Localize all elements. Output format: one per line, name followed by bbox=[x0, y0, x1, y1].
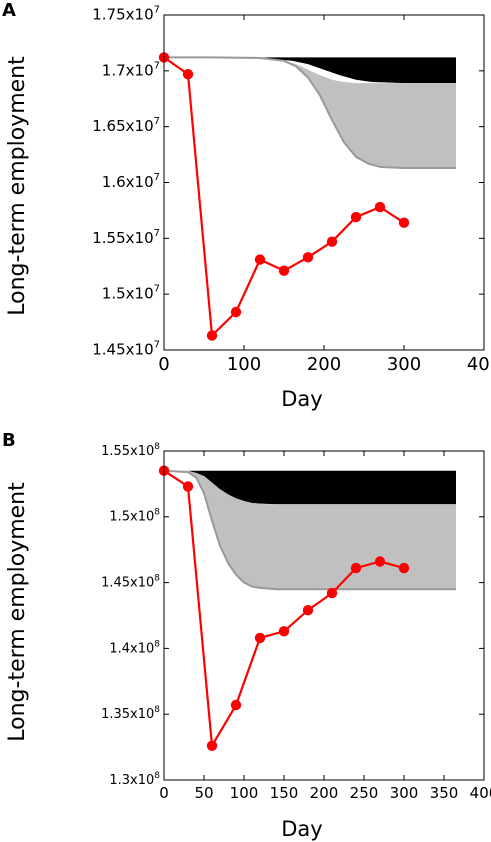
y-tick-label-a-1: 1.5x107 bbox=[102, 284, 160, 303]
x-tick-label-b-5: 250 bbox=[350, 784, 379, 802]
band-a-0 bbox=[164, 57, 456, 84]
band-a-1 bbox=[164, 57, 456, 168]
data-point-a-8 bbox=[350, 211, 362, 223]
data-point-b-4 bbox=[254, 632, 266, 644]
data-point-b-6 bbox=[302, 605, 314, 616]
x-tick-label-b-8: 400 bbox=[470, 784, 491, 802]
y-axis-label-b: Long-term employment bbox=[5, 482, 30, 742]
data-point-a-5 bbox=[278, 265, 290, 276]
x-tick-label-a-1: 100 bbox=[227, 354, 261, 375]
x-tick-label-b-3: 150 bbox=[270, 784, 299, 802]
x-axis-label-a: Day bbox=[281, 387, 322, 411]
y-axis-label-a: Long-term employment bbox=[5, 56, 30, 316]
data-point-b-5 bbox=[278, 626, 290, 637]
y-tick-label-a-4: 1.65x107 bbox=[92, 116, 160, 135]
panel-label-a: A bbox=[2, 0, 16, 21]
x-tick-label-b-7: 350 bbox=[430, 784, 459, 802]
data-point-a-2 bbox=[206, 330, 218, 341]
y-tick-label-b-5: 1.55x108 bbox=[101, 442, 160, 459]
x-tick-label-b-6: 300 bbox=[390, 784, 419, 802]
data-point-a-7 bbox=[326, 236, 338, 247]
data-point-a-4 bbox=[254, 254, 266, 265]
band-edge-a-1 bbox=[164, 56, 456, 169]
data-point-b-2 bbox=[206, 740, 218, 751]
data-point-a-10 bbox=[398, 217, 410, 228]
x-axis-label-b: Day bbox=[281, 817, 322, 841]
x-tick-label-a-4: 400 bbox=[467, 354, 491, 375]
data-point-b-7 bbox=[326, 587, 338, 599]
band-edge-b-1 bbox=[163, 469, 456, 591]
data-point-b-3 bbox=[230, 699, 242, 711]
y-tick-label-b-2: 1.4x108 bbox=[109, 639, 160, 656]
x-tick-label-a-0: 0 bbox=[158, 354, 169, 375]
y-tick-label-b-3: 1.45x108 bbox=[101, 573, 160, 590]
x-tick-label-b-0: 0 bbox=[159, 784, 169, 802]
y-tick-label-b-0: 1.3x108 bbox=[109, 771, 160, 788]
x-tick-label-b-2: 100 bbox=[230, 784, 259, 802]
y-tick-label-a-3: 1.6x107 bbox=[102, 172, 160, 191]
data-point-a-9 bbox=[374, 201, 386, 213]
chart-panel-b: B Long-term employment Day 1.3x108 1.35x1… bbox=[2, 430, 491, 841]
y-tick-label-a-5: 1.7x107 bbox=[102, 60, 160, 79]
x-tick-label-a-2: 200 bbox=[307, 354, 341, 375]
data-point-a-1 bbox=[182, 69, 194, 80]
y-tick-label-a-0: 1.45x107 bbox=[92, 340, 160, 359]
data-point-b-1 bbox=[182, 481, 194, 492]
data-point-b-8 bbox=[350, 562, 362, 574]
x-tick-label-a-3: 300 bbox=[387, 354, 421, 375]
y-tick-label-a-6: 1.75x107 bbox=[92, 5, 160, 24]
data-point-b-9 bbox=[374, 556, 386, 567]
x-tick-label-b-4: 200 bbox=[310, 784, 339, 802]
y-tick-label-a-2: 1.55x107 bbox=[92, 228, 160, 247]
band-b-0 bbox=[164, 470, 456, 505]
data-point-b-10 bbox=[398, 562, 410, 574]
data-point-a-3 bbox=[230, 306, 242, 318]
x-tick-label-b-1: 50 bbox=[194, 784, 213, 802]
panel-label-b: B bbox=[2, 430, 16, 451]
data-point-a-6 bbox=[302, 252, 314, 263]
y-tick-label-b-4: 1.5x108 bbox=[109, 508, 160, 525]
chart-panel-a: A Long-term employment Day 1.45x107 1.5x1… bbox=[2, 0, 491, 411]
y-tick-label-b-1: 1.35x108 bbox=[101, 705, 160, 722]
